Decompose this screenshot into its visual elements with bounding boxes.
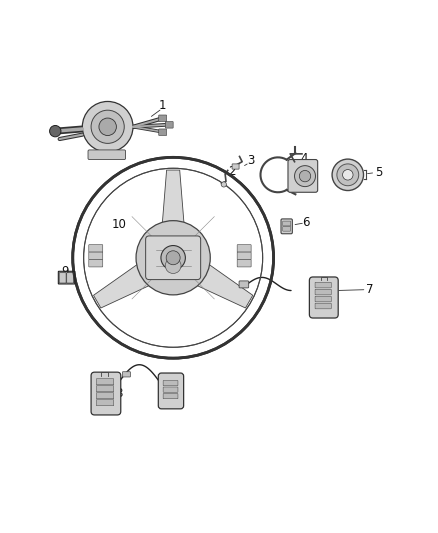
FancyBboxPatch shape: [237, 245, 251, 252]
Circle shape: [299, 171, 311, 182]
FancyBboxPatch shape: [59, 272, 66, 283]
FancyBboxPatch shape: [315, 282, 331, 288]
FancyBboxPatch shape: [237, 260, 251, 267]
FancyBboxPatch shape: [96, 400, 114, 406]
Circle shape: [136, 221, 210, 295]
FancyBboxPatch shape: [67, 272, 74, 283]
FancyBboxPatch shape: [158, 373, 184, 409]
FancyBboxPatch shape: [89, 245, 103, 252]
Circle shape: [337, 164, 359, 185]
FancyBboxPatch shape: [91, 372, 121, 415]
FancyBboxPatch shape: [88, 150, 126, 159]
Text: 3: 3: [247, 154, 254, 167]
FancyBboxPatch shape: [163, 393, 178, 399]
FancyBboxPatch shape: [309, 277, 338, 318]
Text: 4: 4: [300, 152, 308, 165]
FancyBboxPatch shape: [315, 296, 331, 302]
FancyBboxPatch shape: [315, 303, 331, 309]
Text: 8: 8: [115, 386, 122, 400]
FancyBboxPatch shape: [237, 252, 251, 260]
Text: 2: 2: [228, 165, 236, 178]
Text: 9: 9: [62, 265, 69, 278]
FancyBboxPatch shape: [96, 386, 114, 392]
FancyBboxPatch shape: [288, 159, 318, 192]
FancyBboxPatch shape: [239, 281, 249, 288]
FancyBboxPatch shape: [283, 221, 290, 226]
FancyBboxPatch shape: [123, 372, 131, 377]
Circle shape: [161, 246, 185, 270]
Circle shape: [73, 157, 274, 358]
Circle shape: [332, 159, 364, 190]
Circle shape: [49, 125, 61, 137]
Text: 6: 6: [303, 216, 310, 229]
FancyBboxPatch shape: [96, 379, 114, 385]
Circle shape: [165, 258, 181, 273]
FancyBboxPatch shape: [89, 252, 103, 260]
Circle shape: [343, 169, 353, 180]
FancyBboxPatch shape: [163, 381, 178, 386]
FancyBboxPatch shape: [159, 115, 166, 122]
Text: 5: 5: [374, 166, 382, 179]
FancyBboxPatch shape: [281, 219, 292, 234]
Circle shape: [82, 101, 133, 152]
Text: 7: 7: [366, 283, 373, 296]
Polygon shape: [162, 170, 184, 224]
Polygon shape: [94, 264, 150, 308]
Circle shape: [99, 118, 117, 135]
FancyBboxPatch shape: [159, 129, 166, 135]
Circle shape: [91, 110, 124, 143]
Circle shape: [166, 251, 180, 265]
FancyBboxPatch shape: [89, 260, 103, 267]
FancyBboxPatch shape: [283, 227, 290, 231]
FancyBboxPatch shape: [96, 393, 114, 399]
Circle shape: [294, 166, 315, 187]
FancyBboxPatch shape: [165, 122, 173, 128]
FancyBboxPatch shape: [163, 387, 178, 392]
Text: 1: 1: [159, 99, 166, 112]
Text: 10: 10: [112, 217, 127, 231]
Circle shape: [221, 182, 226, 187]
Polygon shape: [196, 264, 253, 308]
FancyBboxPatch shape: [315, 289, 331, 295]
FancyBboxPatch shape: [232, 164, 239, 169]
FancyBboxPatch shape: [146, 236, 201, 280]
